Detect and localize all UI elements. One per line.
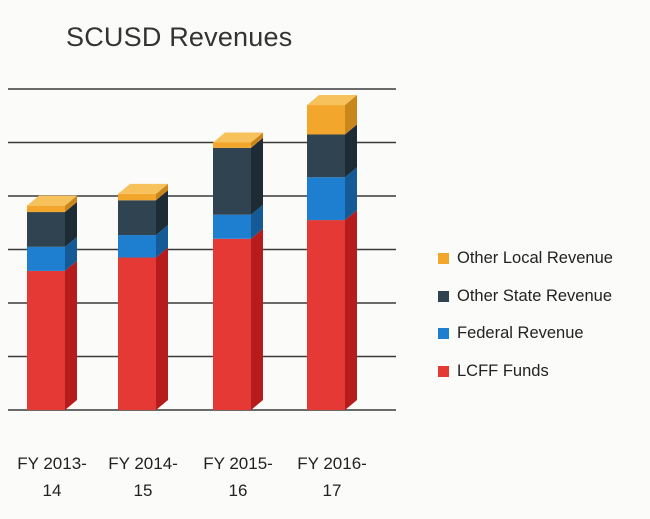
x-tick-label-1: FY 2013- 14 xyxy=(7,450,97,504)
bar-3-other-local-revenue-front xyxy=(213,143,251,148)
bar-3-other-state-revenue-front xyxy=(213,148,251,215)
legend-swatch xyxy=(438,366,449,377)
x-tick-label-3: FY 2015- 16 xyxy=(193,450,283,504)
legend-swatch xyxy=(438,328,449,339)
legend-label: Other State Revenue xyxy=(457,287,612,306)
x-tick-label-line: 14 xyxy=(7,477,97,504)
legend-label: LCFF Funds xyxy=(457,362,549,381)
legend-item-federal-revenue: Federal Revenue xyxy=(438,315,613,353)
bar-4-lcff-funds-side xyxy=(345,210,357,410)
legend: Other Local Revenue Other State Revenue Fe… xyxy=(438,240,613,390)
bar-2-other-state-revenue-front xyxy=(118,200,156,235)
bar-2-other-local-revenue-front xyxy=(118,194,156,200)
bar-1-lcff-funds-front xyxy=(27,271,65,410)
bar-3-lcff-funds-side xyxy=(251,229,263,410)
legend-item-lcff-funds: LCFF Funds xyxy=(438,353,613,391)
x-tick-label-line: FY 2014- xyxy=(98,450,188,477)
legend-label: Federal Revenue xyxy=(457,324,584,343)
legend-swatch xyxy=(438,291,449,302)
x-tick-label-line: 17 xyxy=(287,477,377,504)
x-tick-label-line: FY 2013- xyxy=(7,450,97,477)
bar-1-other-local-revenue-front xyxy=(27,206,65,212)
legend-swatch xyxy=(438,253,449,264)
x-tick-label-line: FY 2016- xyxy=(287,450,377,477)
bar-2-lcff-funds-side xyxy=(156,248,168,410)
bar-4-other-state-revenue-front xyxy=(307,134,345,177)
bar-2-federal-revenue-front xyxy=(118,235,156,257)
bar-3-lcff-funds-front xyxy=(213,239,251,410)
x-tick-label-4: FY 2016- 17 xyxy=(287,450,377,504)
legend-item-other-local-revenue: Other Local Revenue xyxy=(438,240,613,278)
bar-1-other-state-revenue-front xyxy=(27,212,65,247)
x-tick-label-line: 15 xyxy=(98,477,188,504)
bar-1-lcff-funds-side xyxy=(65,261,77,410)
x-tick-label-line: FY 2015- xyxy=(193,450,283,477)
bar-4-lcff-funds-front xyxy=(307,220,345,410)
x-tick-label-2: FY 2014- 15 xyxy=(98,450,188,504)
x-tick-label-line: 16 xyxy=(193,477,283,504)
bar-4-federal-revenue-front xyxy=(307,177,345,220)
bar-1-federal-revenue-front xyxy=(27,247,65,271)
bar-3-federal-revenue-front xyxy=(213,215,251,239)
legend-item-other-state-revenue: Other State Revenue xyxy=(438,278,613,316)
bar-4-other-local-revenue-front xyxy=(307,105,345,134)
legend-label: Other Local Revenue xyxy=(457,249,613,268)
bar-2-lcff-funds-front xyxy=(118,258,156,410)
bar-3-other-state-revenue-side xyxy=(251,138,263,215)
